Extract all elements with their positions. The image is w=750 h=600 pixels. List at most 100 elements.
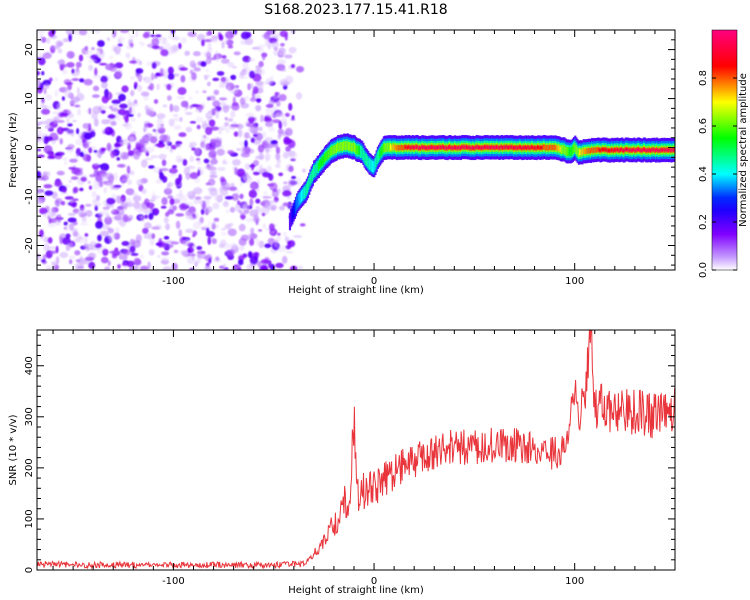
noise-blob	[172, 117, 182, 122]
noise-blob	[106, 197, 116, 205]
noise-blob	[203, 135, 207, 139]
noise-blob	[263, 43, 273, 47]
noise-blob	[79, 30, 88, 36]
noise-blob	[123, 217, 132, 223]
noise-blob	[262, 195, 272, 199]
noise-blob	[288, 102, 293, 111]
noise-blob	[41, 108, 51, 115]
signal-cell	[663, 148, 666, 152]
signal-cell	[442, 145, 446, 149]
noise-blob	[47, 222, 56, 228]
signal-cell	[322, 156, 325, 165]
noise-blob	[113, 142, 121, 148]
noise-blob	[117, 37, 121, 44]
noise-blob	[240, 234, 250, 242]
noise-blob	[87, 180, 91, 185]
noise-blob	[241, 174, 251, 180]
noise-blob	[43, 184, 53, 189]
noise-blob	[37, 148, 42, 152]
noise-blob	[225, 30, 235, 40]
signal-cell	[343, 141, 346, 151]
noise-blob	[163, 216, 169, 224]
noise-blob	[140, 43, 145, 47]
signal-cell	[536, 145, 540, 149]
noise-blob	[55, 245, 59, 254]
noise-blob	[144, 123, 149, 131]
signal-cell	[540, 145, 543, 150]
signal-cell	[506, 145, 509, 149]
noise-blob	[275, 163, 281, 169]
signal-cell	[529, 146, 532, 150]
noise-blob	[271, 119, 281, 124]
noise-blob	[80, 221, 89, 226]
noise-blob	[114, 69, 123, 78]
noise-blob	[57, 119, 65, 123]
signal-cell	[493, 145, 496, 150]
signal-cell	[376, 151, 379, 164]
noise-blob	[62, 69, 68, 75]
signal-cell	[368, 157, 371, 170]
signal-cell	[631, 148, 635, 152]
signal-cell	[532, 145, 535, 149]
noise-blob	[211, 238, 217, 245]
noise-blob	[166, 183, 171, 191]
noise-blob	[269, 182, 278, 191]
noise-blob	[208, 178, 216, 186]
noise-blob	[75, 61, 82, 68]
signal-cell	[317, 162, 320, 171]
noise-blob	[171, 44, 180, 53]
noise-blob	[205, 112, 214, 119]
noise-blob	[200, 61, 207, 67]
signal-cell	[432, 145, 435, 149]
colorbar-tick-label: 0.8	[698, 70, 709, 86]
signal-cell	[654, 149, 658, 153]
noise-blob	[130, 252, 139, 256]
noise-blob	[275, 100, 281, 107]
noise-blob	[266, 165, 273, 173]
noise-blob	[79, 187, 84, 192]
noise-blob	[259, 152, 265, 161]
noise-blob	[63, 221, 68, 226]
noise-blob	[175, 143, 182, 149]
signal-cell	[464, 145, 467, 149]
noise-blob	[221, 55, 227, 59]
noise-blob	[257, 84, 264, 90]
noise-blob	[137, 84, 143, 92]
noise-blob	[265, 144, 270, 153]
signal-cell	[609, 149, 612, 153]
signal-cell	[424, 146, 428, 150]
noise-blob	[208, 95, 216, 101]
noise-blob	[227, 85, 231, 92]
noise-blob	[168, 244, 174, 249]
signal-cell	[440, 145, 443, 149]
signal-cell	[470, 146, 473, 150]
signal-cell	[558, 145, 561, 152]
noise-blob	[129, 34, 135, 39]
noise-blob	[212, 100, 221, 108]
noise-blob	[178, 189, 183, 197]
noise-blob	[120, 198, 124, 206]
noise-blob	[192, 243, 196, 249]
noise-blob	[228, 222, 234, 227]
noise-blob	[59, 63, 67, 68]
noise-blob	[290, 64, 296, 69]
signal-cell	[439, 145, 442, 149]
signal-cell	[613, 148, 617, 152]
noise-blob	[237, 259, 244, 266]
noise-blob	[147, 231, 153, 240]
noise-blob	[283, 181, 288, 185]
signal-cell	[367, 155, 370, 168]
signal-cell	[488, 145, 491, 149]
snr-y-tick-label: 400	[24, 356, 35, 375]
noise-blob	[64, 89, 72, 98]
signal-cell	[594, 147, 597, 153]
signal-cell	[509, 145, 512, 149]
noise-blob	[215, 111, 219, 119]
signal-cell	[359, 145, 363, 158]
signal-cell	[660, 148, 664, 152]
noise-blob	[170, 241, 180, 245]
signal-cell	[377, 149, 381, 163]
noise-blob	[277, 133, 282, 140]
noise-blob	[183, 107, 188, 112]
noise-blob	[96, 47, 103, 52]
